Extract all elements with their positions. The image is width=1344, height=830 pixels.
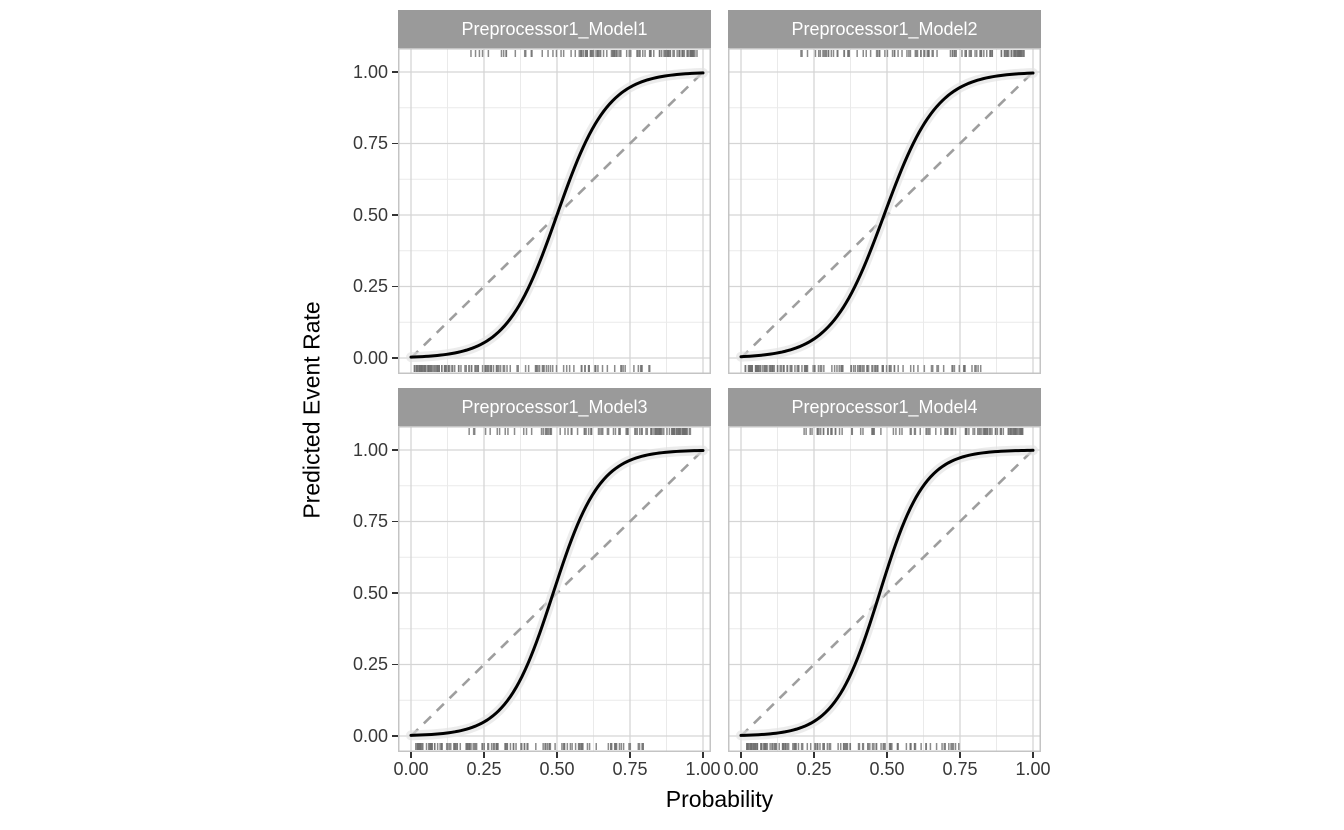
y-tick-label: 0.75 [352,511,388,531]
x-tick-label: 0.75 [942,759,978,779]
x-tick-label: 0.00 [393,759,429,779]
facet-model2: Preprocessor1_Model2 [728,10,1041,374]
x-tick-mark [813,752,815,758]
y-tick-mark [392,142,398,145]
x-tick-label: 0.50 [869,759,905,779]
x-tick-label: 1.00 [1015,759,1051,779]
y-tick-label: 0.75 [352,133,388,153]
y-tick-mark [392,663,398,666]
x-tick-label: 1.00 [685,759,721,779]
y-tick-mark [392,357,398,359]
facet-strip-model1: Preprocessor1_Model1 [398,10,711,48]
x-tick-mark [959,752,961,758]
facet-strip-model4: Preprocessor1_Model4 [728,388,1041,426]
calibration-panel-model1 [398,48,711,374]
y-axis-title: Predicted Event Rate [298,301,325,519]
y-tick-mark [392,285,398,288]
facet-model1: Preprocessor1_Model1 [398,10,711,374]
y-tick-label: 0.50 [352,582,388,603]
x-tick-label: 0.00 [723,759,759,779]
x-tick-mark [629,752,631,758]
y-tick-label: 1.00 [352,439,388,460]
x-tick-mark [483,752,485,758]
x-tick-mark [702,752,704,758]
y-tick-label: 0.00 [352,347,388,368]
y-tick-label: 0.25 [352,654,388,674]
y-tick-mark [392,592,398,594]
x-tick-mark [556,752,558,758]
x-tick-label: 0.25 [796,759,832,779]
x-tick-label: 0.25 [466,759,502,779]
x-tick-mark [410,752,412,758]
x-axis-title: Probability [665,786,774,812]
y-tick-mark [392,520,398,523]
y-tick-mark [392,449,398,451]
facet-strip-model3: Preprocessor1_Model3 [398,388,711,426]
y-tick-mark [392,214,398,216]
x-tick-mark [886,752,888,758]
facet-strip-model2: Preprocessor1_Model2 [728,10,1041,48]
calibration-panel-model4 [728,426,1041,752]
x-tick-label: 0.50 [539,759,575,779]
y-tick-label: 0.50 [352,204,388,225]
y-tick-label: 0.00 [352,725,388,746]
facet-model4: Preprocessor1_Model4 [728,388,1041,752]
calibration-panel-model2 [728,48,1041,374]
facet-model3: Preprocessor1_Model3 [398,388,711,752]
y-tick-label: 0.25 [352,276,388,296]
x-tick-mark [1032,752,1034,758]
x-tick-label: 0.75 [612,759,648,779]
y-tick-mark [392,735,398,737]
y-tick-label: 1.00 [352,61,388,82]
x-tick-mark [740,752,742,758]
y-tick-mark [392,71,398,73]
calibration-panel-model3 [398,426,711,752]
